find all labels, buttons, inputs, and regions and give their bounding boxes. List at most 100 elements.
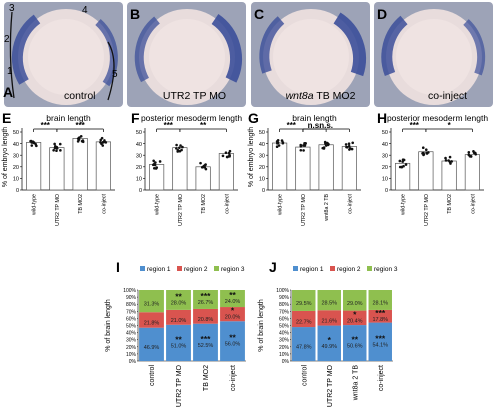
data-point	[29, 139, 33, 143]
segment-significance: *	[328, 335, 332, 345]
y-tick-label: 30	[136, 153, 142, 159]
segment-value-label: 26.7%	[198, 300, 214, 306]
bar	[218, 153, 234, 191]
y-tick-label: 70%	[279, 309, 290, 315]
stacked-segment	[343, 290, 367, 311]
segment-value-label: 29.5%	[296, 301, 312, 307]
panel-letter: B	[130, 6, 141, 22]
x-tick-label: wild-type	[401, 194, 407, 215]
data-point	[103, 139, 106, 142]
y-tick-label: 10	[382, 177, 388, 183]
chart-title: posterior mesoderm length	[387, 113, 488, 123]
data-point	[181, 145, 184, 149]
y-tick-label: 30%	[279, 338, 290, 344]
y-tick-label: 100%	[123, 288, 136, 294]
data-point	[472, 150, 475, 153]
data-point	[299, 143, 303, 147]
x-tick-label: co-inject	[224, 193, 230, 213]
data-point	[79, 134, 83, 138]
data-point	[326, 143, 330, 147]
bar	[172, 147, 188, 191]
segment-value-label: 21.0%	[171, 318, 187, 324]
significance-label: *	[448, 121, 452, 130]
data-point	[29, 139, 32, 143]
region-label-1: 1	[7, 66, 13, 77]
y-tick-label: 90%	[126, 295, 137, 301]
y-tick-label: 20	[13, 165, 19, 171]
data-point	[155, 166, 159, 169]
x-tick-label: co-inject	[230, 365, 237, 391]
data-point	[180, 148, 183, 152]
chart-title: brain length	[292, 113, 337, 123]
data-point	[275, 145, 279, 149]
bar	[72, 138, 88, 191]
data-point	[303, 144, 307, 147]
x-tick-label: wild-type	[155, 194, 161, 215]
data-point	[347, 144, 351, 148]
segment-value-label: 20.4%	[347, 318, 363, 324]
stacked-segment	[343, 325, 367, 361]
condition-label: wnt8a TB MO2	[273, 90, 368, 102]
y-axis-label: % of embryo length	[2, 127, 9, 187]
data-point	[204, 167, 208, 171]
segment-significance: **	[229, 290, 236, 300]
data-point	[302, 149, 305, 152]
segment-significance: ***	[201, 334, 212, 344]
data-point	[449, 162, 452, 165]
y-tick-label: 40	[136, 142, 142, 148]
segment-significance: ***	[375, 308, 386, 318]
data-point	[100, 142, 103, 146]
bar	[149, 164, 165, 191]
bar	[341, 146, 357, 191]
data-point	[299, 148, 303, 152]
data-point	[322, 147, 326, 150]
y-axis-label: % of embryo length	[248, 127, 255, 187]
y-tick-label: 70%	[126, 309, 137, 315]
data-point	[281, 141, 285, 144]
data-point	[104, 141, 108, 144]
segment-significance: *	[353, 309, 357, 319]
data-point	[467, 153, 471, 157]
bar	[26, 142, 42, 191]
data-point	[32, 141, 35, 145]
segment-value-label: 21.8%	[144, 320, 160, 326]
panel-b: B UTR2 TP MO	[127, 2, 246, 108]
data-point	[348, 148, 351, 151]
data-point	[402, 164, 405, 168]
data-point	[227, 151, 231, 155]
y-tick-label: 50	[136, 130, 142, 136]
data-point	[53, 146, 57, 150]
legend-label: region 1	[147, 266, 171, 273]
panel-letter: F	[131, 110, 140, 126]
data-point	[350, 147, 354, 151]
legend-swatch	[140, 266, 145, 271]
legend-swatch	[367, 266, 372, 271]
segment-value-label: 50.6%	[347, 344, 363, 350]
legend-swatch	[214, 266, 219, 271]
data-point	[421, 146, 425, 150]
stacked-segment	[166, 309, 191, 325]
data-point	[201, 165, 204, 169]
chart-title: posterior mesoderm length	[141, 113, 242, 123]
y-tick-label: 0	[16, 188, 19, 194]
data-point	[448, 160, 452, 164]
data-point	[398, 159, 402, 163]
stacked-segment	[139, 327, 164, 361]
data-point	[59, 149, 62, 152]
segment-significance: ***	[375, 333, 386, 343]
stacked-segment	[317, 290, 341, 311]
significance-label: ***	[164, 121, 174, 130]
data-point	[326, 141, 329, 145]
panel-letter: I	[116, 259, 120, 275]
data-point	[473, 151, 477, 155]
data-point	[345, 145, 348, 149]
segment-value-label: 24.0%	[225, 299, 241, 305]
significance-label: ***	[75, 121, 85, 130]
y-tick-label: 30	[13, 153, 19, 159]
y-tick-label: 30	[382, 153, 388, 159]
data-point	[34, 142, 37, 146]
y-tick-label: 20	[136, 165, 142, 171]
y-tick-label: 20	[259, 165, 265, 171]
data-point	[299, 145, 303, 148]
data-point	[401, 158, 405, 161]
